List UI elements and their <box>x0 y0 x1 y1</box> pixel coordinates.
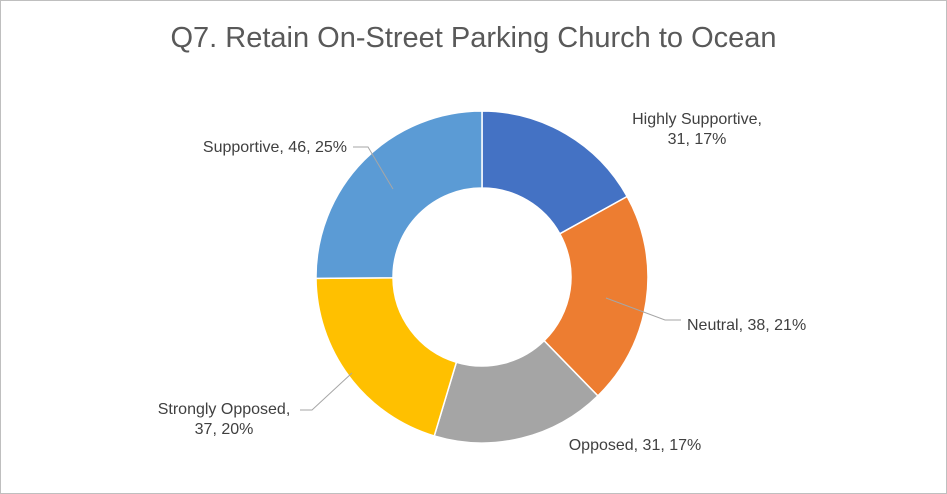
donut-slice-neutral <box>543 195 649 397</box>
donut-slice-strongly-opposed <box>315 277 458 437</box>
donut-slice-supportive <box>315 110 483 280</box>
data-label-highly-supportive: Highly Supportive, 31, 17% <box>632 111 762 148</box>
data-label-opposed: Opposed, 31, 17% <box>569 437 702 454</box>
leader-line <box>353 146 394 190</box>
data-label-strongly-opposed: Strongly Opposed, 37, 20% <box>158 401 291 438</box>
leader-line <box>300 372 353 411</box>
data-label-supportive: Supportive, 46, 25% <box>203 139 347 156</box>
data-label-neutral: Neutral, 38, 21% <box>687 317 806 334</box>
chart-title: Q7. Retain On-Street Parking Church to O… <box>170 22 777 54</box>
leader-line <box>605 297 681 321</box>
